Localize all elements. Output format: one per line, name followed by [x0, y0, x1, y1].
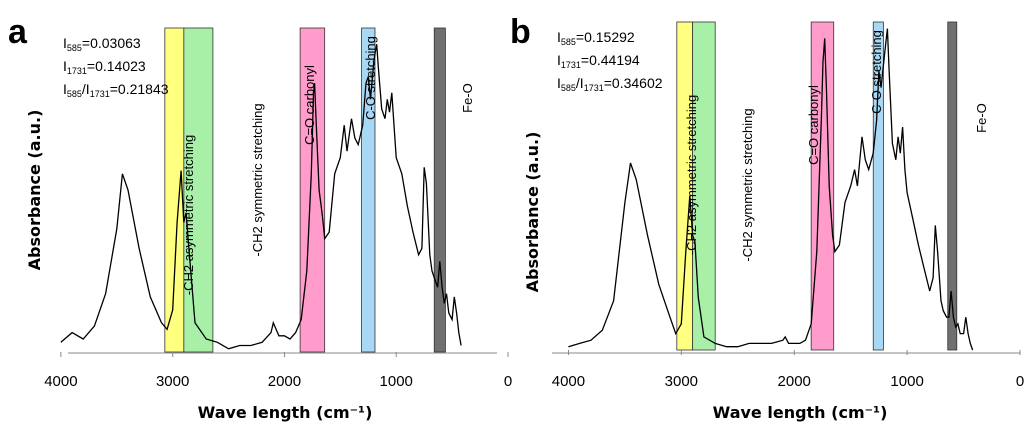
- intensity-annotation-1: I585=0.03063: [63, 35, 141, 53]
- panel-b-letter: b: [510, 13, 531, 51]
- panel-b-spectrum-line: [568, 28, 974, 351]
- intensity-annotation-1: I585=0.15292: [557, 29, 635, 47]
- x-tick-label: 1000: [380, 373, 413, 390]
- intensity-annotation-3: I585/I1731=0.34602: [557, 75, 663, 93]
- band-label-1: -CH2 asymmetric stretching: [684, 95, 699, 255]
- band-label-2: -CH2 symmetric stretching: [740, 108, 755, 261]
- panel-b-x-axis-title: Wave length (cm⁻¹): [713, 403, 888, 422]
- panel-b-x-ticks: 4000 3000 2000 1000 0: [552, 350, 1024, 390]
- band-3: [810, 21, 835, 351]
- x-tick-label: 2000: [778, 373, 811, 390]
- band-label-5: Fe-O: [974, 103, 989, 133]
- panel-a-y-axis-title: Absorbance (a.u.): [25, 110, 44, 271]
- intensity-annotation-2: I1731=0.14023: [63, 58, 146, 76]
- band-5: [433, 27, 446, 353]
- x-tick-label: 3000: [665, 373, 698, 390]
- band-label-3: C=O carbonyl: [806, 85, 821, 165]
- band-4: [872, 21, 884, 351]
- band-label-2: -CH2 symmetric stretching: [250, 103, 265, 256]
- panel-a-x-ticks: 4000 3000 2000 1000 0: [44, 352, 512, 390]
- panel-a-spectrum-line: [60, 44, 462, 350]
- band-label-4: C-O stretching: [869, 30, 884, 114]
- x-tick-label: 0: [1016, 373, 1024, 390]
- panel-a-bands: [164, 27, 446, 353]
- panel-a-chart: a -CH2 asymmetric stretching -CH2 symmetr…: [8, 13, 512, 422]
- x-tick-label: 4000: [44, 373, 77, 390]
- band-5: [947, 21, 958, 351]
- intensity-annotation-2: I1731=0.44194: [557, 52, 640, 70]
- panel-a-band-labels: -CH2 asymmetric stretching -CH2 symmetric…: [181, 36, 475, 295]
- panel-a-intensity-annotations: I585=0.03063 I1731=0.14023 I585/I1731=0.21…: [63, 35, 169, 99]
- band-4: [361, 27, 376, 353]
- panel-a-x-axis-title: Wave length (cm⁻¹): [198, 403, 373, 422]
- panel-b-bands: [676, 21, 958, 351]
- x-tick-label: 4000: [552, 373, 585, 390]
- panel-a-letter: a: [8, 13, 28, 51]
- band-2: [183, 27, 214, 353]
- band-label-1: -CH2 asymmetric stretching: [181, 135, 196, 295]
- x-tick-label: 3000: [156, 373, 189, 390]
- x-tick-label: 0: [504, 373, 512, 390]
- panel-b-band-labels: -CH2 asymmetric stretching -CH2 symmetric…: [684, 30, 989, 261]
- band-label-3: C=O carbonyl: [302, 65, 317, 145]
- panel-b-chart: b -CH2 asymmetric stretching -CH2 symmetr…: [510, 13, 1024, 422]
- panel-b-y-axis-title: Absorbance (a.u.): [523, 132, 542, 293]
- x-tick-label: 1000: [890, 373, 923, 390]
- x-tick-label: 2000: [268, 373, 301, 390]
- band-2: [692, 21, 716, 351]
- intensity-annotation-3: I585/I1731=0.21843: [63, 81, 169, 99]
- band-label-5: Fe-O: [460, 83, 475, 113]
- panel-b-intensity-annotations: I585=0.15292 I1731=0.44194 I585/I1731=0.34…: [557, 29, 663, 93]
